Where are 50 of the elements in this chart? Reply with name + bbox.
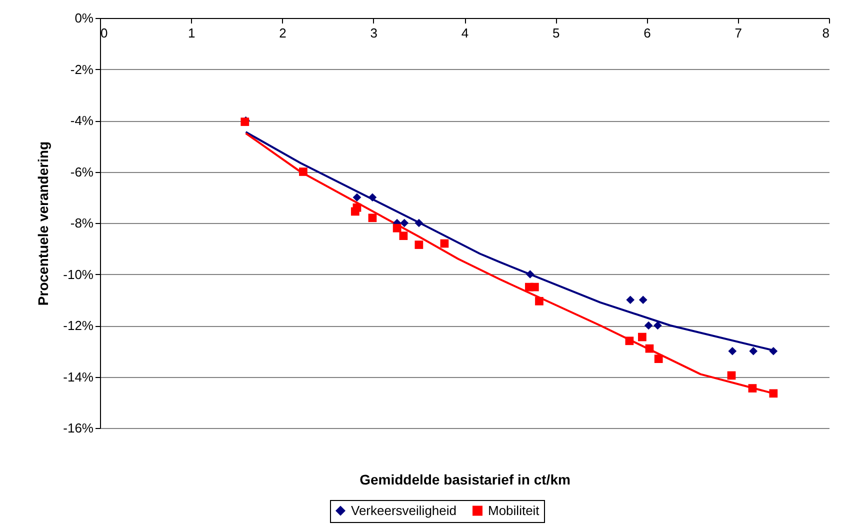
y-axis-title: Procentuele verandering <box>35 141 52 306</box>
point <box>530 282 539 292</box>
point <box>638 296 648 304</box>
point <box>414 240 424 249</box>
y-tick-label: -10% <box>63 266 94 282</box>
point <box>350 207 360 216</box>
x-tick-label: 6 <box>644 26 651 40</box>
point <box>638 332 646 342</box>
x-tick-label: 8 <box>822 26 830 40</box>
point <box>368 193 377 202</box>
y-tick-label: -12% <box>63 318 94 333</box>
point <box>526 270 534 278</box>
y-tick-label: -6% <box>70 164 94 180</box>
point <box>769 346 778 356</box>
point <box>399 232 408 240</box>
y-tick-label: -14% <box>63 369 94 384</box>
point <box>645 344 654 353</box>
point <box>392 224 402 232</box>
y-tick-label: -8% <box>70 216 94 230</box>
y-tick-label: -4% <box>70 113 94 128</box>
y-tick-label: 0% <box>74 10 94 26</box>
point <box>727 371 736 380</box>
point <box>654 354 663 363</box>
point <box>749 346 758 356</box>
x-tick-label: 1 <box>188 26 196 40</box>
x-tick-label: 0 <box>100 26 108 40</box>
point <box>535 296 544 306</box>
x-tick-label: 4 <box>461 26 469 40</box>
point <box>769 389 778 398</box>
point <box>352 193 362 202</box>
point <box>400 218 409 228</box>
point <box>748 384 757 392</box>
point <box>368 214 377 222</box>
x-axis-title: Gemiddelde basistarief in ct/km <box>360 472 570 488</box>
point <box>644 321 653 330</box>
legend-label: Mobiliteit <box>488 502 540 518</box>
point <box>626 296 635 304</box>
y-tick-label: -2% <box>70 62 94 77</box>
point <box>625 336 634 346</box>
x-tick-label: 3 <box>370 26 378 40</box>
x-tick-label: 5 <box>552 26 560 40</box>
point <box>654 321 662 330</box>
point <box>728 346 737 356</box>
legend-label: Verkeersveiligheid <box>351 502 457 518</box>
point <box>414 218 424 228</box>
x-tick-label: 2 <box>279 26 286 40</box>
point <box>440 239 449 248</box>
y-tick-label: -16% <box>63 420 94 436</box>
point <box>299 168 308 176</box>
x-tick-label: 7 <box>734 26 742 40</box>
